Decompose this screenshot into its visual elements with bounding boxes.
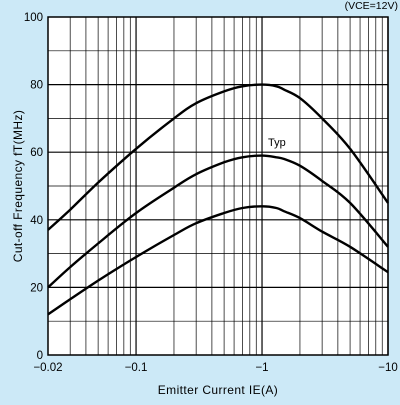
- x-tick-label: −1: [255, 362, 268, 374]
- series-group: [47, 83, 389, 316]
- y-axis-label: Cut-off Frequency fT(MHz): [11, 110, 25, 262]
- y-tick-label: 100: [24, 12, 43, 24]
- x-axis-label: Emitter Current IE(A): [158, 383, 278, 397]
- tick-labels: −0.02 −0.1 −1 −10 0 20 40 60 80 100: [24, 12, 398, 374]
- x-tick-label: −0.02: [33, 362, 62, 374]
- series-line-1: [47, 83, 389, 231]
- condition-label: (VCE=12V): [345, 0, 398, 12]
- y-tick-label: 60: [30, 147, 43, 159]
- annotation-typ: Typ: [268, 137, 286, 149]
- plot-frame: [47, 16, 389, 356]
- x-tick-label: −10: [378, 362, 398, 374]
- y-tick-label: 80: [30, 80, 43, 92]
- series-line-3: [47, 205, 389, 316]
- y-tick-label: 20: [30, 282, 43, 294]
- series-line-2: [47, 154, 389, 289]
- x-tick-label: −0.1: [125, 362, 148, 374]
- y-tick-label: 40: [30, 215, 43, 227]
- y-tick-label: 0: [37, 350, 43, 362]
- grid: [47, 17, 389, 355]
